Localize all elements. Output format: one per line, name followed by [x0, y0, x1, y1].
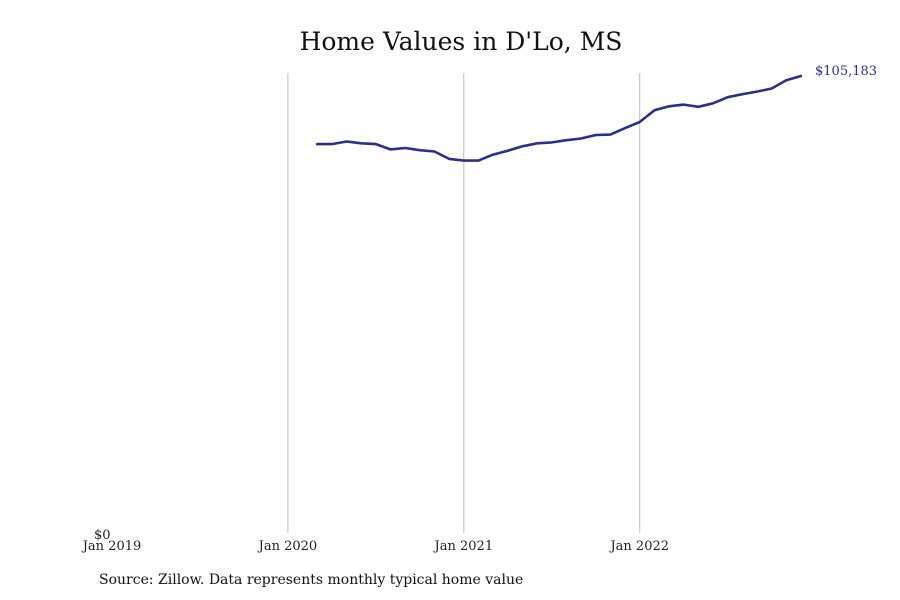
home-value-line	[315, 74, 803, 162]
source-note: Source: Zillow. Data represents monthly …	[99, 572, 524, 588]
x-tick-label: Jan 2019	[81, 539, 142, 554]
y-tick-label: $0	[94, 528, 111, 543]
x-axis-ticks: Jan 2019 Jan 2020 Jan 2021 Jan 2022 $0	[81, 528, 669, 554]
end-value-label: $105,183	[815, 64, 877, 79]
chart-title: Home Values in D'Lo, MS	[299, 27, 623, 56]
x-tick-label: Jan 2022	[608, 539, 669, 554]
series-layer: $105,183	[315, 64, 877, 162]
x-tick-label: Jan 2021	[433, 539, 494, 554]
grid-lines	[287, 73, 641, 533]
x-tick-label: Jan 2020	[257, 539, 318, 554]
